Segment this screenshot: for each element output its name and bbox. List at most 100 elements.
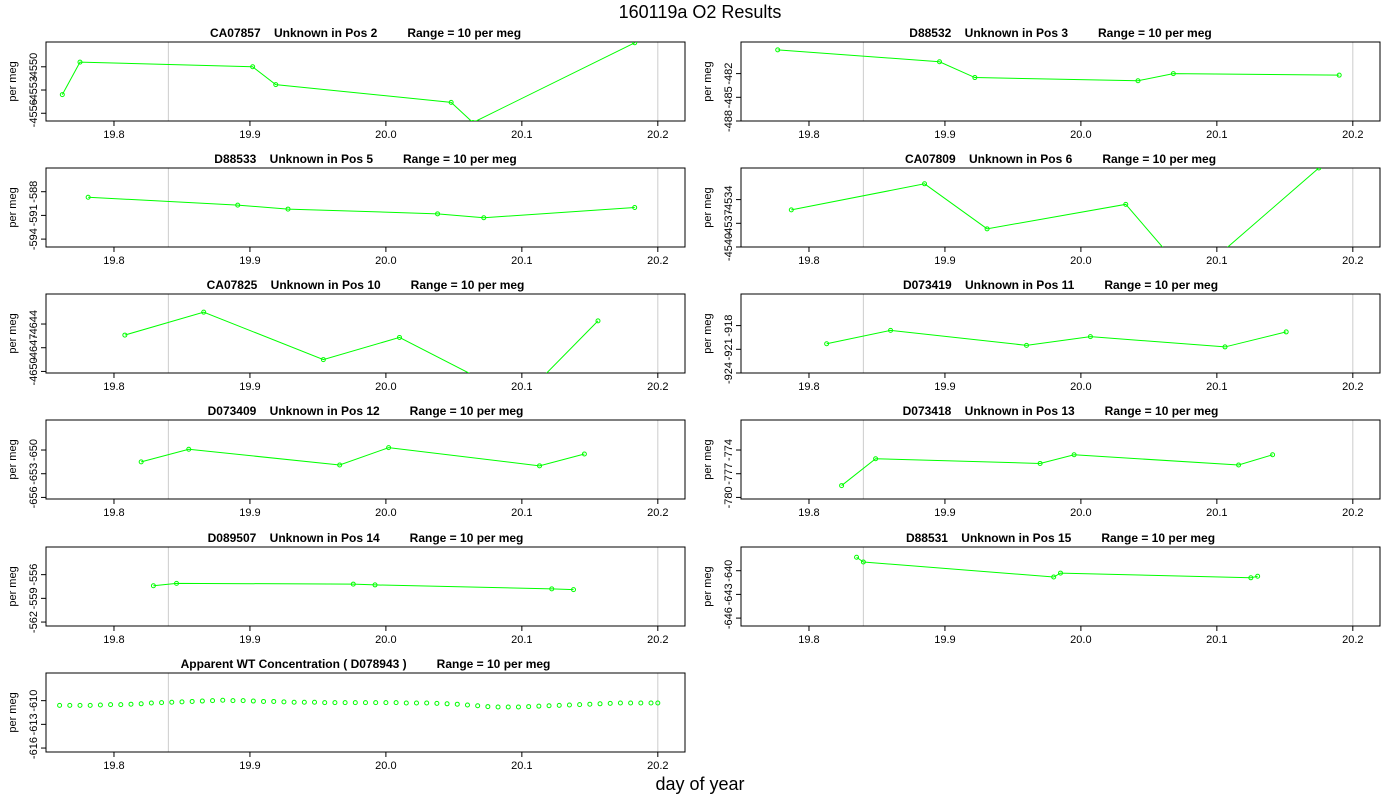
x-tick-label: 19.8	[798, 507, 819, 519]
x-tick-label: 19.9	[239, 760, 260, 772]
data-point	[1123, 201, 1129, 207]
series	[824, 327, 1289, 350]
data-point	[138, 701, 144, 707]
data-point	[413, 700, 419, 706]
data-point	[281, 699, 287, 705]
x-tick-label: 19.9	[239, 255, 260, 267]
chart-panel-1: CA07857 Unknown in Pos 2 Range = 10 per …	[7, 26, 686, 141]
x-tick-label: 20.2	[1342, 129, 1363, 141]
data-point	[235, 202, 241, 208]
data-point	[396, 334, 402, 340]
data-point	[444, 701, 450, 707]
data-point	[383, 700, 389, 706]
data-point	[1058, 570, 1063, 576]
y-tick-label: -613	[28, 713, 40, 735]
data-point	[230, 698, 236, 704]
data-point	[337, 462, 343, 468]
plot-frame	[45, 41, 686, 122]
y-axis-label: per meg	[7, 61, 19, 101]
y-tick-label: -591	[28, 204, 40, 226]
x-tick-label: 20.2	[1342, 381, 1363, 393]
series-line	[791, 168, 1320, 247]
x-tick-label: 20.2	[647, 255, 668, 267]
y-tick-label: -643	[723, 583, 735, 605]
x-tick-label: 20.1	[1206, 381, 1227, 393]
data-point	[515, 704, 521, 710]
data-point	[322, 700, 328, 706]
y-tick-label: -640	[723, 560, 735, 582]
series	[122, 309, 601, 373]
y-axis-label: per meg	[702, 61, 714, 101]
data-point	[122, 332, 128, 338]
series	[839, 452, 1276, 489]
data-point	[320, 357, 326, 363]
data-point	[350, 581, 356, 587]
panel-title: Apparent WT Concentration ( D078943 ) Ra…	[181, 657, 551, 671]
data-point	[481, 215, 487, 221]
data-point	[273, 82, 279, 88]
figure-title: 160119a O2 Results	[618, 2, 782, 22]
x-tick-label: 20.2	[647, 760, 668, 772]
y-axis-label: per meg	[7, 566, 19, 606]
data-point	[607, 700, 613, 706]
y-tick-label: -610	[28, 690, 40, 712]
chart-panel-2: D88532 Unknown in Pos 3 Range = 10 per m…	[702, 26, 1381, 141]
data-point	[363, 700, 368, 706]
data-point	[403, 700, 409, 706]
panel-title: D073418 Unknown in Pos 13 Range = 10 per…	[903, 404, 1219, 418]
data-point	[386, 445, 392, 451]
data-point	[984, 226, 990, 232]
data-point	[628, 700, 634, 706]
data-point	[536, 703, 542, 709]
data-point	[1024, 342, 1030, 348]
data-point	[638, 700, 644, 706]
data-point	[291, 699, 297, 705]
data-point	[210, 698, 216, 704]
data-point	[632, 42, 638, 46]
series	[85, 194, 638, 221]
series-line	[841, 454, 1273, 486]
panel-title: D88531 Unknown in Pos 15 Range = 10 per …	[906, 531, 1215, 545]
data-point	[159, 700, 165, 706]
x-tick-label: 20.0	[1070, 129, 1091, 141]
x-tick-label: 19.9	[934, 634, 955, 646]
data-point	[839, 483, 845, 489]
data-point	[537, 463, 543, 469]
chart-panel-6: D073419 Unknown in Pos 11 Range = 10 per…	[702, 278, 1381, 393]
data-point	[1071, 452, 1077, 458]
chart-panel-3: D88533 Unknown in Pos 5 Range = 10 per m…	[7, 152, 686, 267]
y-tick-label: -4550	[28, 53, 40, 81]
x-tick-label: 19.8	[103, 760, 124, 772]
x-tick-label: 20.0	[375, 255, 396, 267]
series-line	[856, 556, 1258, 579]
data-point	[240, 698, 246, 704]
data-point	[250, 698, 256, 704]
data-point	[174, 580, 180, 586]
data-point	[1316, 168, 1322, 171]
series-line	[826, 329, 1287, 348]
series-line	[153, 582, 574, 591]
data-point	[824, 341, 830, 347]
data-point	[448, 99, 454, 105]
y-tick-label: -646	[723, 607, 735, 629]
data-point	[1336, 72, 1342, 78]
data-point	[67, 702, 73, 708]
panel-title: D073419 Unknown in Pos 11 Range = 10 per…	[903, 278, 1218, 292]
y-tick-label: -780	[723, 486, 735, 508]
data-point	[1283, 329, 1289, 335]
data-point	[186, 446, 192, 452]
x-tick-label: 19.8	[798, 129, 819, 141]
y-axis-label: per meg	[702, 439, 714, 479]
x-tick-label: 20.2	[647, 634, 668, 646]
data-point	[199, 698, 205, 704]
data-point	[1051, 574, 1057, 580]
x-tick-label: 20.1	[511, 129, 532, 141]
data-point	[138, 459, 144, 465]
y-tick-label: -4644	[28, 310, 40, 338]
y-tick-label: -4537	[723, 209, 735, 237]
x-tick-label: 19.9	[239, 129, 260, 141]
x-tick-label: 20.0	[375, 634, 396, 646]
data-point	[250, 64, 256, 70]
y-tick-label: -4553	[28, 76, 40, 104]
data-point	[526, 704, 532, 710]
